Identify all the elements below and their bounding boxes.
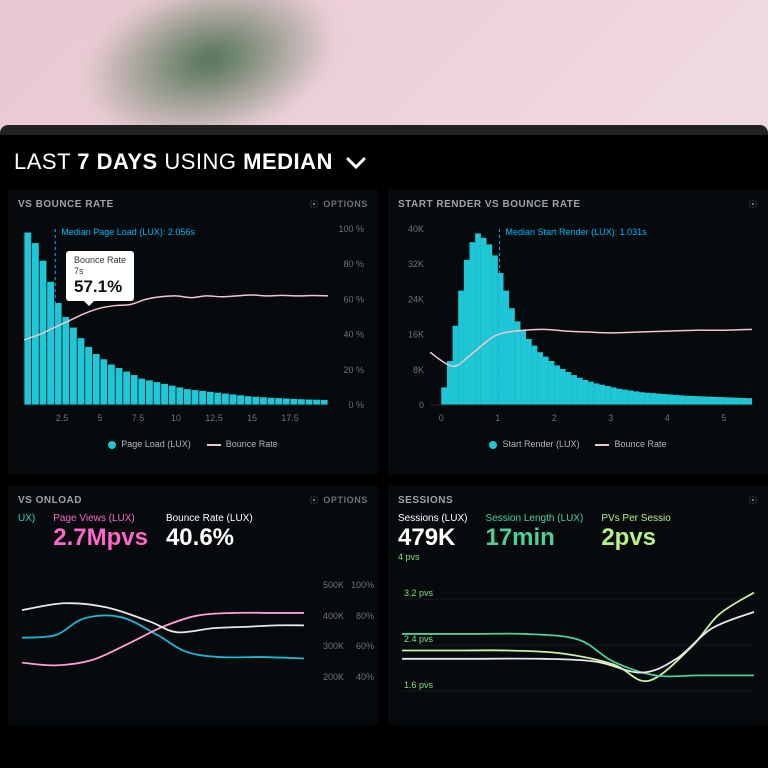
legend-item: Bounce Rate [207,439,278,449]
metric-label: PVs Per Sessio [601,513,670,524]
panel-b-title: START RENDER VS BOUNCE RATE [398,199,581,210]
panel-a-legend: Page Load (LUX) Bounce Rate [8,435,378,457]
metric: Bounce Rate (LUX)40.6% [166,513,253,552]
hero-title[interactable]: LAST 7 DAYS USING MEDIAN [14,149,760,175]
svg-text:2: 2 [552,413,557,423]
metric-label: Session Length (LUX) [485,513,583,524]
metric-value: 17min [485,524,583,552]
panel-c-chart: 500K400K300K200K 100%80%60%40% [8,554,378,716]
legend-item: Bounce Rate [595,439,666,449]
chart-b-svg: 40K 32K 24K 16K 8K 0 Median Start Render (LUX)… [398,219,758,429]
panel-c-yaxis-right: 100%80%60%40% [351,580,374,682]
metric-value: 2pvs [601,524,670,552]
legend-item: Page Load (LUX) [108,439,191,449]
metric-value: 2.7Mpvs [53,524,148,552]
panel-d-options[interactable] [748,495,758,505]
gear-icon [309,199,319,209]
svg-text:5: 5 [97,413,102,423]
svg-text:2.5: 2.5 [56,413,69,423]
hero-range: 7 DAYS [77,149,157,174]
panel-b-legend: Start Render (LUX) Bounce Rate [388,435,768,457]
tooltip-line1: Bounce Rate [74,255,126,266]
panel-a-options[interactable]: OPTIONS [309,199,368,209]
hero-mid: USING [164,149,236,174]
tooltip-bounce: Bounce Rate 7s 57.1% [66,251,134,301]
panel-c-options[interactable]: OPTIONS [309,495,368,505]
svg-text:16K: 16K [408,330,424,340]
dashboard-screen: LAST 7 DAYS USING MEDIAN VS BOUNCE RATE … [0,125,768,768]
svg-text:10: 10 [171,413,181,423]
svg-text:40 %: 40 % [343,330,364,340]
metric: Sessions (LUX)479K4 pvs [398,513,467,562]
svg-text:3.2 pvs: 3.2 pvs [404,588,434,598]
tooltip-line2: 7s [74,266,126,277]
metric: PVs Per Sessio2pvs [601,513,670,562]
gear-icon [748,495,758,505]
legend-item: Start Render (LUX) [489,439,579,449]
panel-startrender-bounce: START RENDER VS BOUNCE RATE 40K 32K 24K 16K… [388,189,768,475]
panel-c-title: VS ONLOAD [18,495,82,506]
chevron-down-icon[interactable] [346,156,366,170]
metric-value: 479K [398,524,467,552]
svg-text:0 %: 0 % [348,400,364,410]
panel-vs-onload: VS ONLOAD OPTIONS UX) Page Views (LUX)2.7… [8,485,378,725]
metric-sub: 4 pvs [398,552,467,562]
gear-icon [309,495,319,505]
svg-text:15: 15 [247,413,257,423]
panel-c-metrics: UX) Page Views (LUX)2.7Mpvs Bounce Rate (L… [8,509,378,554]
svg-text:1: 1 [495,413,500,423]
svg-text:7.5: 7.5 [132,413,145,423]
panel-a-title: VS BOUNCE RATE [18,199,114,210]
panel-b-options[interactable] [748,199,758,209]
panel-sessions: SESSIONS Sessions (LUX)479K4 pvs Session … [388,485,768,725]
svg-text:2.4 pvs: 2.4 pvs [404,634,434,644]
panel-pageload-bounce: VS BOUNCE RATE OPTIONS 100 %80 %60 %40 %… [8,189,378,475]
hero-measure: MEDIAN [243,149,333,174]
tooltip-value: 57.1% [74,277,126,297]
metric-label: Page Views (LUX) [53,513,148,524]
svg-text:20 %: 20 % [343,365,364,375]
metric-label: UX) [18,513,35,524]
gear-icon [748,199,758,209]
panel-grid: VS BOUNCE RATE OPTIONS 100 %80 %60 %40 %… [8,189,760,725]
options-label: OPTIONS [323,199,368,209]
svg-text:60 %: 60 % [343,294,364,304]
svg-text:3: 3 [608,413,613,423]
chart-d-svg: 3.2 pvs 2.4 pvs 1.6 pvs [398,570,758,720]
svg-text:12.5: 12.5 [205,413,223,423]
metric: UX) [18,513,35,552]
svg-text:1.6 pvs: 1.6 pvs [404,680,434,690]
svg-text:40K: 40K [408,224,424,234]
svg-text:24K: 24K [408,294,424,304]
svg-text:4: 4 [665,413,670,423]
panel-b-chart: 40K 32K 24K 16K 8K 0 Median Start Render (LUX)… [388,213,768,435]
metric: Page Views (LUX)2.7Mpvs [53,513,148,552]
chart-c-svg [18,560,308,710]
svg-text:32K: 32K [408,259,424,269]
panel-c-yaxis-left: 500K400K300K200K [323,580,344,682]
svg-text:5: 5 [721,413,726,423]
svg-text:Median Page Load (LUX): 2.056s: Median Page Load (LUX): 2.056s [61,227,195,237]
svg-text:8K: 8K [413,365,424,375]
svg-text:100 %: 100 % [338,224,364,234]
panel-d-metrics: Sessions (LUX)479K4 pvs Session Length (L… [388,509,768,564]
svg-text:0: 0 [439,413,444,423]
metric: Session Length (LUX)17min [485,513,583,562]
metric-label: Bounce Rate (LUX) [166,513,253,524]
hero-prefix: LAST [14,149,71,174]
svg-text:0: 0 [419,400,424,410]
options-label: OPTIONS [323,495,368,505]
svg-text:80 %: 80 % [343,259,364,269]
svg-text:17.5: 17.5 [281,413,299,423]
metric-label: Sessions (LUX) [398,513,467,524]
metric-value: 40.6% [166,524,253,552]
panel-d-chart: 3.2 pvs 2.4 pvs 1.6 pvs [388,564,768,726]
panel-d-title: SESSIONS [398,495,453,506]
panel-a-chart: 100 % 80 % 60 % 40 % 20 % 0 % Median Page Load… [8,213,378,435]
svg-text:Median Start Render (LUX): 1.0: Median Start Render (LUX): 1.031s [506,227,648,237]
